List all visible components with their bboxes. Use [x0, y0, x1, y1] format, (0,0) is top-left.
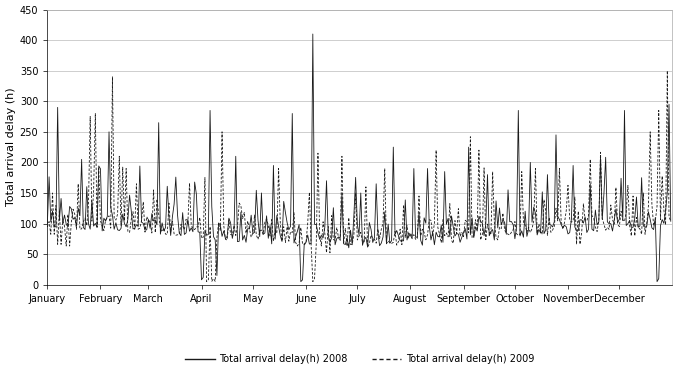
Legend: Total arrival delay(h) 2008, Total arrival delay(h) 2009: Total arrival delay(h) 2008, Total arriv…	[182, 350, 538, 365]
Y-axis label: Total arrival delay (h): Total arrival delay (h)	[5, 88, 16, 207]
